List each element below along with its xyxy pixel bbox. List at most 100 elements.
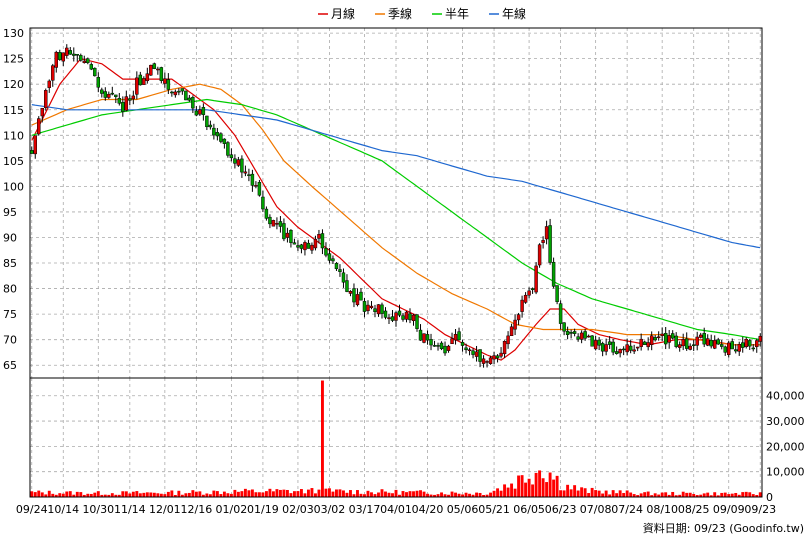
volume-tick-label: 20,000 xyxy=(766,440,805,453)
volume-bar xyxy=(391,493,394,497)
volume-bar xyxy=(320,380,324,497)
volume-bar xyxy=(415,490,419,497)
volume-bar xyxy=(653,493,657,497)
volume-bar xyxy=(394,489,398,497)
candle-body xyxy=(684,338,689,349)
candle-body xyxy=(569,332,573,334)
date-tick-label: 02/03 xyxy=(282,503,314,516)
candle-body xyxy=(247,174,251,176)
candle-body xyxy=(677,344,682,348)
volume-bar xyxy=(58,493,62,497)
candle-body xyxy=(667,335,671,343)
candle-body xyxy=(558,303,563,324)
candle-body xyxy=(121,102,125,112)
volume-bar xyxy=(618,490,622,497)
candle-body xyxy=(166,79,171,90)
volume-bar xyxy=(61,493,65,497)
candle-body xyxy=(506,335,510,345)
volume-bar xyxy=(236,491,240,497)
legend-label-2: 半年 xyxy=(445,7,469,21)
volume-bar xyxy=(384,491,387,497)
volume-bar xyxy=(208,494,212,497)
volume-bar xyxy=(264,491,268,497)
volume-bar xyxy=(440,492,443,497)
volume-bar xyxy=(506,487,510,497)
volume-bar xyxy=(447,494,450,497)
candle-body xyxy=(755,340,759,348)
candle-body xyxy=(653,337,657,341)
candle-body xyxy=(593,340,598,350)
volume-bar xyxy=(450,491,454,497)
volume-bar xyxy=(387,492,391,497)
candle-body xyxy=(600,343,605,352)
volume-bar xyxy=(79,492,83,497)
candle-body xyxy=(138,74,143,86)
volume-bar xyxy=(478,492,482,497)
candle-body xyxy=(222,138,227,144)
candle-body xyxy=(345,280,349,292)
candle-body xyxy=(397,310,402,316)
volume-bar xyxy=(205,493,209,497)
candle-body xyxy=(499,352,503,357)
volume-bar xyxy=(328,488,331,497)
volume-bar xyxy=(370,492,373,497)
candle-body xyxy=(289,229,293,243)
volume-bar xyxy=(632,494,636,497)
candle-body xyxy=(292,242,297,245)
candle-body xyxy=(534,265,538,293)
date-tick-label: 05/21 xyxy=(478,503,510,516)
volume-bar xyxy=(580,487,584,497)
volume-bar xyxy=(622,493,626,497)
chart-footer: 資料日期: 09/23 (Goodinfo.tw) xyxy=(643,521,804,535)
candle-body xyxy=(236,159,241,166)
candle-body xyxy=(712,340,717,349)
date-tick-label: 08/10 xyxy=(646,503,678,516)
volume-bar xyxy=(426,493,429,497)
volume-bar xyxy=(152,492,156,497)
candle-body xyxy=(607,341,612,345)
candle-body xyxy=(128,98,132,101)
ma-line-0 xyxy=(31,58,761,361)
date-tick-label: 09/23 xyxy=(744,503,776,516)
volume-grid xyxy=(30,378,762,498)
volume-bar xyxy=(527,478,531,497)
volume-bar xyxy=(44,494,48,497)
candle-body xyxy=(432,345,437,347)
candle-body xyxy=(523,294,528,303)
candle-body xyxy=(191,97,195,109)
candle-body xyxy=(268,216,272,225)
candle-body xyxy=(457,331,461,341)
volume-bar xyxy=(548,472,552,497)
candle-body xyxy=(79,55,83,61)
volume-bar xyxy=(373,494,377,497)
volume-bar xyxy=(433,494,436,497)
candle-body xyxy=(618,349,622,354)
candle-body xyxy=(744,338,748,348)
candle-body xyxy=(562,322,566,332)
candle-body xyxy=(751,347,755,350)
candle-body xyxy=(233,158,237,164)
candle-body xyxy=(380,304,384,314)
candle-body xyxy=(44,90,48,109)
candle-body xyxy=(579,332,584,340)
candle-body xyxy=(54,51,58,68)
candle-body xyxy=(100,89,104,94)
candle-body xyxy=(481,358,486,364)
candle-body xyxy=(352,288,356,303)
candle-body xyxy=(212,127,216,136)
price-tick-label: 90 xyxy=(3,231,17,244)
volume-bar xyxy=(89,493,93,497)
volume-bar xyxy=(117,494,121,497)
candle-body xyxy=(310,244,314,251)
volume-bar xyxy=(699,494,703,497)
volume-tick-label: 30,000 xyxy=(766,415,805,428)
date-tick-label: 01/19 xyxy=(247,503,279,516)
candle-body xyxy=(628,345,633,351)
volume-bar xyxy=(702,493,706,497)
candle-body xyxy=(586,335,591,338)
candle-body xyxy=(317,234,321,239)
candle-body xyxy=(436,345,440,347)
candle-body xyxy=(68,50,72,55)
volume-bar xyxy=(454,492,457,497)
date-tick-label: 11/14 xyxy=(114,503,146,516)
